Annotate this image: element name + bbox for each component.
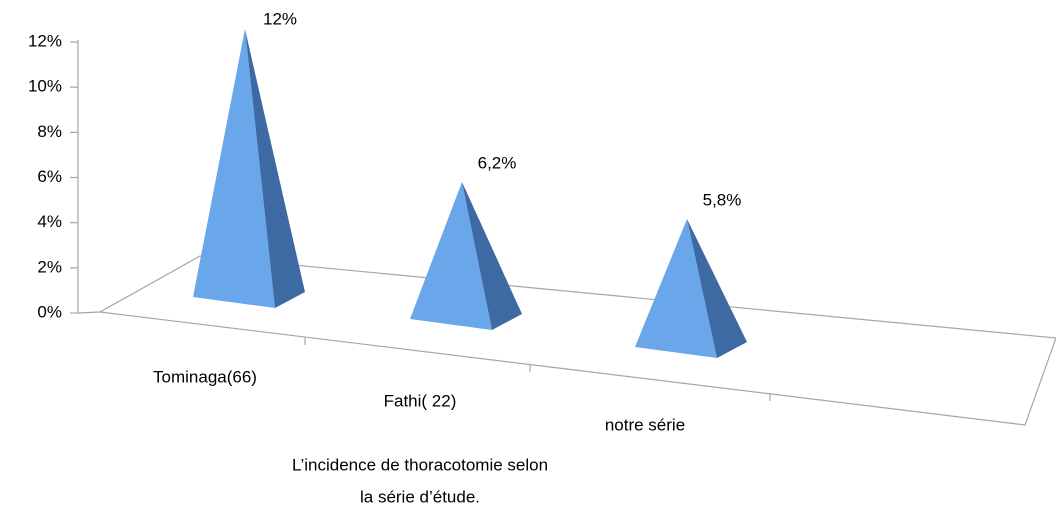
y-tick-label: 4% (37, 212, 62, 231)
pyramid-face (687, 219, 747, 358)
pyramid-face (462, 181, 522, 330)
y-tick-label: 8% (37, 122, 62, 141)
value-label: 5,8% (703, 191, 742, 210)
y-tick-label: 6% (37, 167, 62, 186)
pyramid-face (635, 219, 717, 358)
axis-join (77, 311, 101, 314)
pyramid-face (193, 29, 275, 308)
value-label: 6,2% (478, 153, 517, 172)
floor (98, 255, 1056, 426)
y-tick-label: 0% (37, 302, 62, 321)
chart-title: la série d’étude. (360, 487, 480, 506)
chart-title: L’incidence de thoracotomie selon (292, 455, 548, 474)
pyramid-face (410, 181, 492, 330)
pyramid-face (245, 29, 305, 308)
y-tick-label: 10% (28, 77, 62, 96)
y-tick-label: 12% (28, 31, 62, 50)
x-tick-label: Fathi( 22) (384, 391, 457, 410)
y-tick-label: 2% (37, 257, 62, 276)
value-label: 12% (263, 9, 297, 28)
x-tick-label: notre série (605, 415, 685, 434)
x-tick-label: Tominaga(66) (153, 367, 257, 386)
